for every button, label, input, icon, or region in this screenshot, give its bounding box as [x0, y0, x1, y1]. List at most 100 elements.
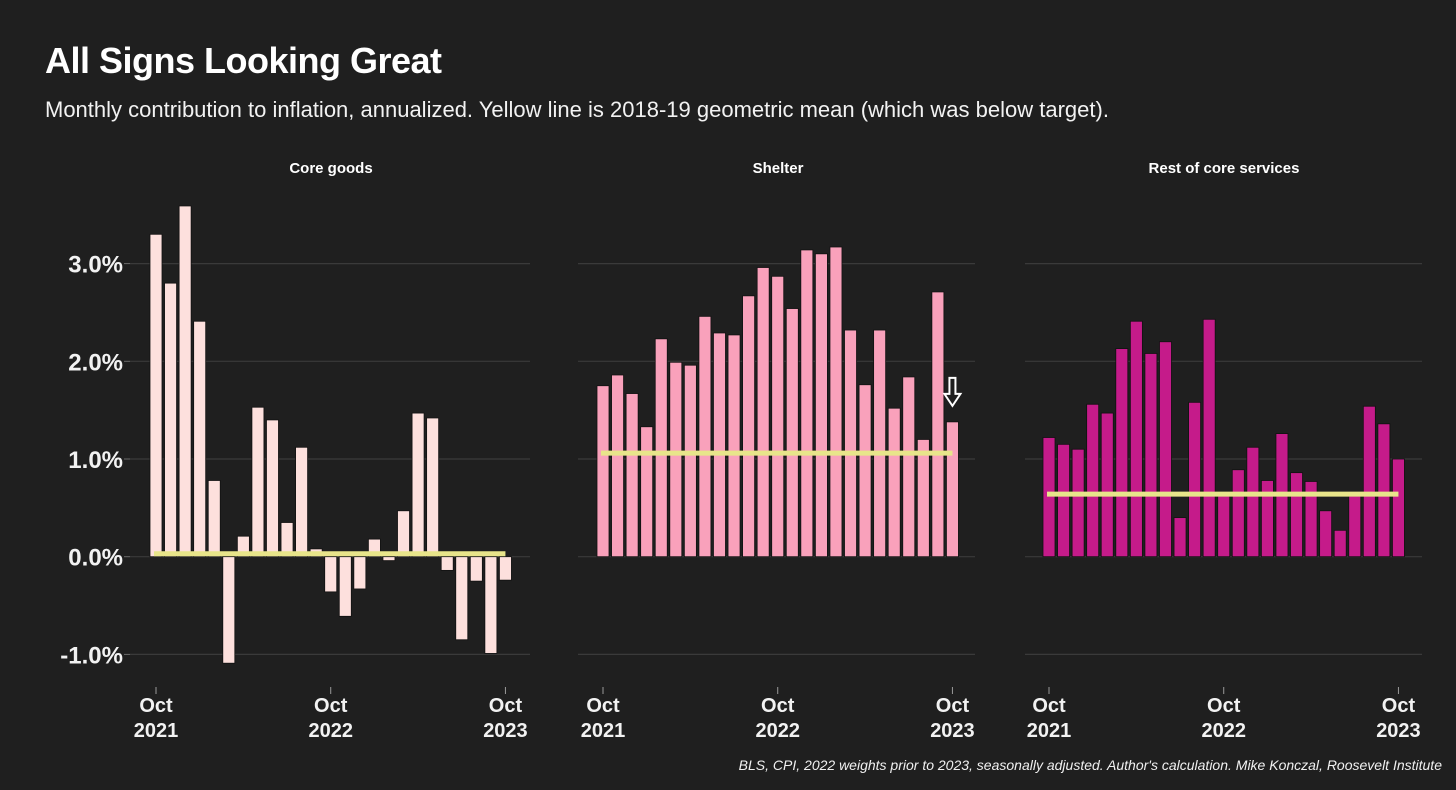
y-axis: -1.0% 0.0% 1.0% 2.0% 3.0%: [60, 252, 130, 669]
bar: [1057, 443, 1070, 558]
bar: [1144, 353, 1158, 558]
bar: [324, 556, 338, 593]
bar: [596, 385, 610, 558]
bar: [902, 376, 916, 558]
panel-title: Rest of core services: [1149, 160, 1300, 177]
bar: [844, 329, 857, 558]
bar: [426, 417, 440, 558]
bar: [727, 334, 741, 558]
bar: [1392, 458, 1405, 558]
x-tick-label-month: Oct: [139, 695, 173, 717]
bar: [251, 406, 265, 558]
x-tick-label-month: Oct: [314, 695, 348, 717]
bar: [222, 556, 236, 664]
panel-title: Core goods: [289, 160, 372, 177]
bar: [946, 421, 959, 558]
x-tick-label-year: 2022: [755, 720, 800, 742]
bar: [1333, 529, 1347, 558]
x-tick-label-month: Oct: [1032, 695, 1066, 717]
bar: [1159, 341, 1172, 558]
bar: [178, 205, 192, 558]
bar: [1304, 481, 1318, 558]
bar: [756, 267, 770, 558]
x-tick-label-month: Oct: [489, 695, 523, 717]
bar: [484, 556, 498, 654]
bar: [625, 393, 639, 558]
bar: [1100, 412, 1114, 558]
bar: [698, 315, 712, 558]
bar: [1202, 318, 1216, 558]
bar: [295, 446, 309, 558]
bar: [1129, 320, 1143, 558]
bar: [411, 412, 425, 558]
bar: [397, 510, 410, 558]
bar: [440, 556, 454, 571]
bar: [1348, 495, 1362, 558]
bar: [1188, 401, 1201, 558]
bar: [1115, 348, 1129, 558]
x-tick-label-year: 2023: [483, 720, 528, 742]
y-tick-label: 0.0%: [68, 545, 123, 572]
bar: [858, 384, 872, 558]
bar: [931, 291, 945, 558]
bar: [149, 233, 163, 558]
bar: [829, 246, 843, 558]
bar: [1362, 405, 1376, 558]
bar: [640, 426, 654, 558]
bar: [815, 253, 828, 558]
panel-rest-of-core-services: Rest of core services Oct 2021 Oct 2022 Oct 20…: [1025, 160, 1422, 742]
bar: [280, 522, 294, 558]
bar: [1290, 472, 1303, 558]
bar: [499, 556, 512, 581]
chart-title: All Signs Looking Great: [45, 40, 442, 81]
x-tick-label-year: 2023: [930, 720, 975, 742]
panel-core-goods: Core goods Oct 2021 Oct 2022 Oct 2023: [130, 160, 530, 742]
bar: [887, 407, 901, 558]
x-tick-label-month: Oct: [1207, 695, 1241, 717]
bar: [1086, 403, 1100, 558]
bar: [916, 439, 930, 558]
y-tick-label: 3.0%: [68, 252, 123, 279]
y-tick-label: 1.0%: [68, 447, 123, 474]
bar: [742, 295, 755, 558]
bar: [193, 320, 207, 558]
source-note: BLS, CPI, 2022 weights prior to 2023, se…: [738, 757, 1442, 773]
bar: [611, 374, 624, 558]
bar: [266, 419, 279, 558]
bar: [1071, 448, 1085, 558]
chart-subtitle: Monthly contribution to inflation, annua…: [45, 97, 1109, 122]
x-tick-label-month: Oct: [1382, 695, 1416, 717]
bar: [669, 361, 683, 558]
bar: [353, 556, 367, 590]
bar: [785, 308, 799, 558]
bar: [1261, 480, 1274, 558]
bar: [1319, 510, 1333, 558]
x-tick-label-year: 2022: [1201, 720, 1246, 742]
bar: [1377, 423, 1391, 558]
panel-title: Shelter: [753, 160, 804, 177]
panel-shelter: Shelter Oct 2021 Oct 2022 Oct 2023: [578, 160, 975, 742]
bar: [873, 329, 887, 558]
bar: [1173, 517, 1187, 558]
bar: [1246, 446, 1260, 558]
y-tick-label: 2.0%: [68, 349, 123, 376]
bar: [164, 282, 177, 558]
bar: [207, 480, 221, 558]
bar: [382, 556, 396, 562]
x-tick-label-month: Oct: [761, 695, 795, 717]
bar: [713, 332, 726, 558]
y-tick-label: -1.0%: [60, 642, 123, 669]
down-arrow-icon: [942, 376, 963, 408]
bar: [800, 249, 814, 558]
x-tick-label-year: 2021: [1027, 720, 1072, 742]
x-tick-label-month: Oct: [936, 695, 970, 717]
x-tick-label-year: 2023: [1376, 720, 1421, 742]
bar: [771, 275, 785, 558]
x-tick-label-year: 2022: [308, 720, 353, 742]
x-tick-label-year: 2021: [134, 720, 179, 742]
bar: [1231, 469, 1245, 558]
bar: [1217, 495, 1231, 558]
bar: [455, 556, 469, 641]
x-tick-label-year: 2021: [581, 720, 626, 742]
